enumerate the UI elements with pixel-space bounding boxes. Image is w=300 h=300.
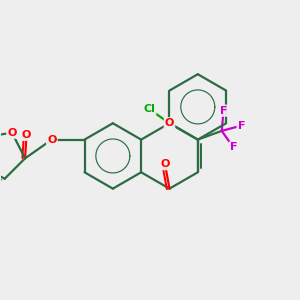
Text: O: O: [7, 128, 17, 138]
Text: F: F: [220, 106, 227, 116]
Text: O: O: [165, 118, 174, 128]
Text: O: O: [160, 159, 170, 169]
Text: F: F: [238, 121, 245, 130]
Text: Cl: Cl: [143, 104, 155, 114]
Text: O: O: [22, 130, 31, 140]
Text: F: F: [230, 142, 237, 152]
Text: O: O: [47, 135, 56, 145]
